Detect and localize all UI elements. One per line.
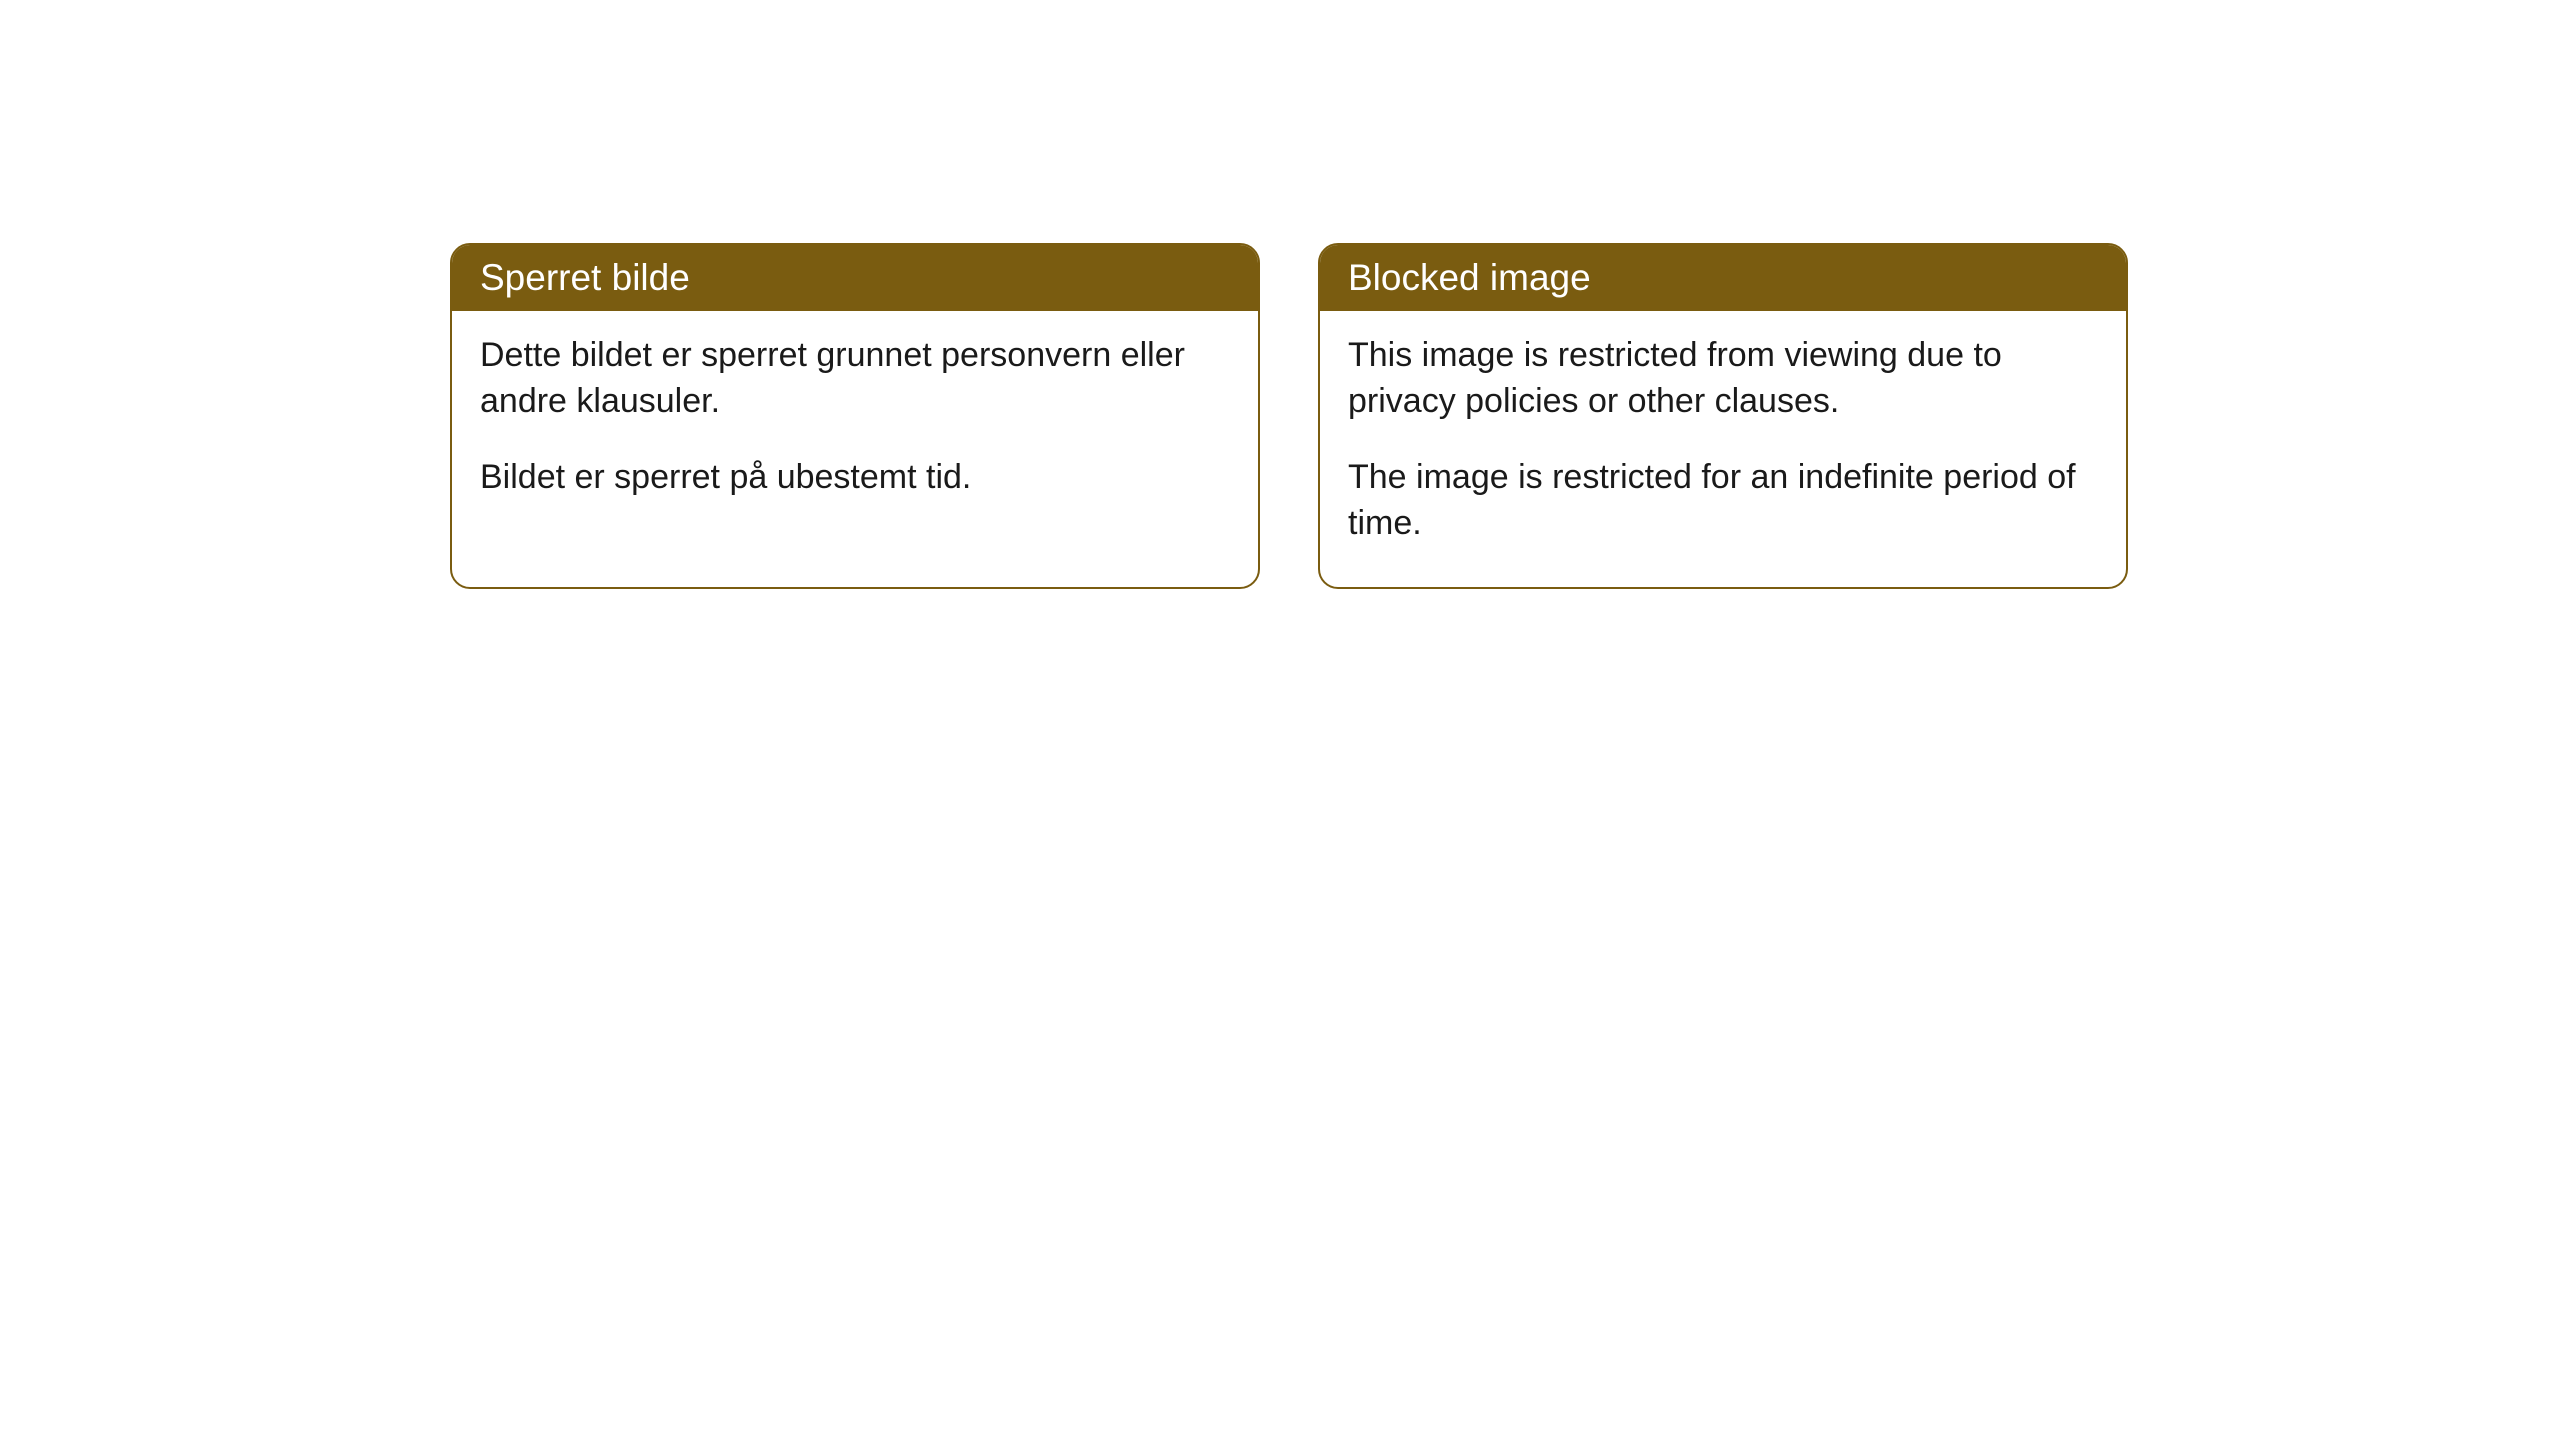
card-body-en: This image is restricted from viewing du… [1320, 311, 2126, 587]
card-para1-en: This image is restricted from viewing du… [1348, 333, 2098, 425]
notice-cards-container: Sperret bilde Dette bildet er sperret gr… [450, 243, 2560, 589]
card-body-no: Dette bildet er sperret grunnet personve… [452, 311, 1258, 541]
card-header-en: Blocked image [1320, 245, 2126, 311]
card-para2-no: Bildet er sperret på ubestemt tid. [480, 455, 1230, 501]
blocked-image-card-en: Blocked image This image is restricted f… [1318, 243, 2128, 589]
card-para1-no: Dette bildet er sperret grunnet personve… [480, 333, 1230, 425]
card-para2-en: The image is restricted for an indefinit… [1348, 455, 2098, 547]
blocked-image-card-no: Sperret bilde Dette bildet er sperret gr… [450, 243, 1260, 589]
card-header-no: Sperret bilde [452, 245, 1258, 311]
